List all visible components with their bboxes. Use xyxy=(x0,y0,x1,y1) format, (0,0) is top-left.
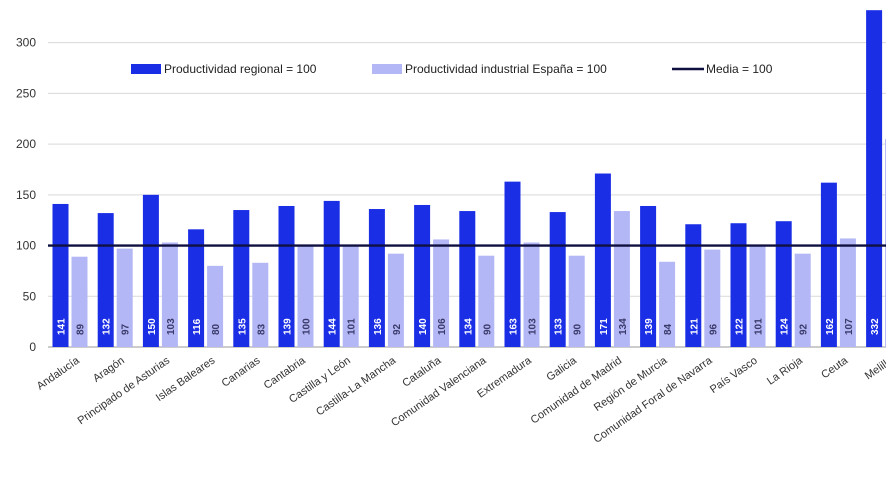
bar-productividad-regional xyxy=(730,223,747,347)
bar-value-label: 90 xyxy=(573,323,584,335)
bar-productividad-industrial-espana xyxy=(794,253,811,347)
bar-value-label: 139 xyxy=(283,318,294,335)
y-axis-ticks: 0 50 100 150 200 250 300 xyxy=(16,36,36,354)
bar-value-label: 103 xyxy=(528,318,539,335)
x-category-label: Andalucía xyxy=(35,354,83,392)
bar-value-label: 103 xyxy=(166,318,177,335)
bar-productividad-industrial-espana xyxy=(297,245,314,347)
bar-productividad-regional xyxy=(414,204,431,347)
bar-value-label: 162 xyxy=(825,318,836,335)
y-tick-label: 50 xyxy=(23,289,37,303)
bar-value-label: 134 xyxy=(463,318,474,335)
bar-productividad-industrial-espana xyxy=(523,242,540,347)
bar-value-label: 163 xyxy=(509,318,520,335)
bar-value-label: 80 xyxy=(211,323,222,335)
legend-label-regional: Productividad regional = 100 xyxy=(164,62,317,76)
bar-value-label: 135 xyxy=(237,318,248,335)
bar-value-label: 144 xyxy=(328,318,339,335)
bar-productividad-regional xyxy=(52,203,69,347)
bar-productividad-regional xyxy=(820,182,837,347)
bar-value-label: 84 xyxy=(663,323,674,335)
y-tick-label: 100 xyxy=(16,239,36,253)
legend-swatch-regional xyxy=(131,64,161,74)
bar-value-label: 106 xyxy=(437,318,448,335)
bar-productividad-regional xyxy=(685,224,702,347)
bar-value-label: 134 xyxy=(618,318,629,335)
bar-productividad-industrial-espana xyxy=(342,244,359,347)
bar-productividad-regional xyxy=(188,229,205,347)
y-tick-label: 150 xyxy=(16,188,36,202)
bar-value-label: 140 xyxy=(418,318,429,335)
legend: Productividad regional = 100 Productivida… xyxy=(131,62,773,76)
bar-productividad-regional xyxy=(142,194,159,347)
bar-value-label: 97 xyxy=(121,323,132,335)
bar-productividad-industrial-espana xyxy=(433,239,450,347)
bar-value-label: 116 xyxy=(192,318,203,335)
bar-productividad-regional xyxy=(775,221,792,347)
bar-productividad-industrial-espana xyxy=(478,255,495,347)
bars xyxy=(52,10,886,347)
bar-value-label: 96 xyxy=(708,323,719,335)
bar-productividad-regional xyxy=(323,200,340,347)
bar-productividad-industrial-espana xyxy=(704,249,721,347)
bar-productividad-industrial-espana xyxy=(116,248,133,347)
bar-value-label: 141 xyxy=(57,318,68,335)
bar-value-label: 121 xyxy=(689,318,700,335)
bar-value-label: 107 xyxy=(844,318,855,335)
bar-productividad-industrial-espana xyxy=(839,238,856,347)
bar-productividad-industrial-espana xyxy=(659,261,676,347)
y-tick-label: 200 xyxy=(16,137,36,151)
bar-value-label: 332 xyxy=(870,318,881,335)
bar-value-label: 101 xyxy=(754,318,765,335)
bar-productividad-regional xyxy=(640,205,657,347)
bar-productividad-regional xyxy=(233,210,250,347)
bar-value-label: 139 xyxy=(644,318,655,335)
x-category-label: País Vasco xyxy=(708,355,760,396)
x-category-label: Aragón xyxy=(91,355,127,385)
bar-productividad-industrial-espana xyxy=(252,262,269,347)
bar-value-label: 101 xyxy=(347,318,358,335)
bar-productividad-industrial-espana xyxy=(387,253,404,347)
legend-swatch-industrial xyxy=(372,64,402,74)
bar-value-label: 92 xyxy=(392,323,403,335)
x-category-label: La Rioja xyxy=(765,354,806,387)
bar-productividad-industrial-espana xyxy=(71,256,88,347)
bar-value-label: 89 xyxy=(76,323,87,335)
bar-value-labels: 141 89 132 97 150 103 116 80 135 83 139 100 144 101 13… xyxy=(57,318,882,335)
legend-label-industrial: Productividad industrial España = 100 xyxy=(405,62,607,76)
bar-productividad-industrial-espana xyxy=(207,265,224,347)
y-tick-label: 250 xyxy=(16,86,36,100)
bar-value-label: 100 xyxy=(302,318,313,335)
bar-productividad-industrial-espana xyxy=(568,255,585,347)
x-category-label: Melilla xyxy=(863,354,886,382)
x-category-label: Ceuta xyxy=(819,354,851,381)
legend-label-media: Media = 100 xyxy=(706,62,773,76)
y-tick-label: 0 xyxy=(29,340,36,354)
bar-productividad-regional xyxy=(866,10,883,347)
bar-productividad-regional xyxy=(278,205,295,347)
bar-productividad-industrial-espana xyxy=(161,242,178,347)
bar-value-label: 150 xyxy=(147,318,158,335)
bar-value-label: 171 xyxy=(599,318,610,335)
bar-productividad-regional xyxy=(594,173,611,347)
bar-value-label: 92 xyxy=(799,323,810,335)
bar-productividad-regional xyxy=(504,181,521,347)
bar-value-label: 136 xyxy=(373,318,384,335)
bar-value-label: 122 xyxy=(735,318,746,335)
y-tick-label: 300 xyxy=(16,36,36,50)
bar-value-label: 132 xyxy=(102,318,113,335)
bar-value-label: 90 xyxy=(482,323,493,335)
bar-productividad-regional xyxy=(368,209,385,347)
x-category-label: Galicia xyxy=(544,354,579,384)
bar-value-label: 83 xyxy=(256,323,267,335)
x-category-label: Castilla-La Mancha xyxy=(314,354,399,418)
x-category-label: Canarias xyxy=(220,354,263,389)
bar-value-label: 124 xyxy=(780,318,791,335)
bar-productividad-industrial-espana xyxy=(749,244,766,347)
bar-value-label: 133 xyxy=(554,318,565,335)
